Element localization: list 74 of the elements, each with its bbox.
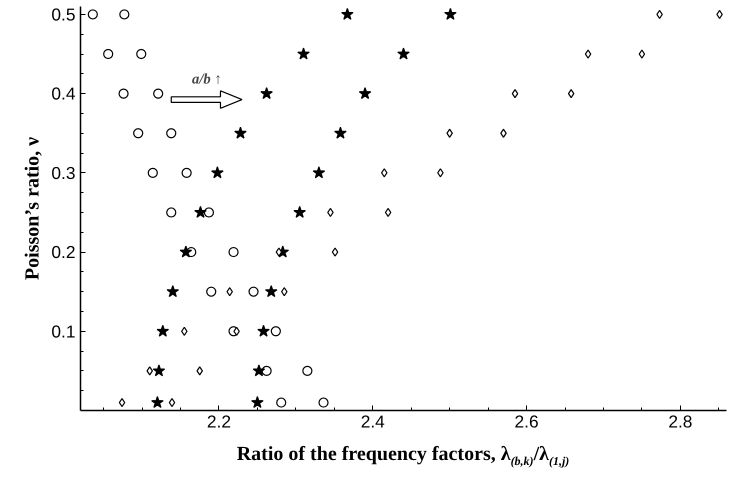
point bbox=[156, 324, 170, 337]
point bbox=[233, 326, 240, 336]
point bbox=[257, 324, 270, 337]
point bbox=[568, 89, 574, 98]
y-tick-label: 0.2 bbox=[51, 242, 76, 262]
point bbox=[302, 366, 312, 376]
point bbox=[248, 286, 259, 297]
point bbox=[153, 88, 164, 99]
point bbox=[638, 49, 646, 59]
point bbox=[327, 208, 334, 218]
point bbox=[341, 8, 354, 20]
point bbox=[500, 128, 507, 138]
point bbox=[716, 10, 723, 20]
point bbox=[293, 206, 306, 218]
point bbox=[103, 48, 114, 60]
point bbox=[136, 48, 146, 60]
point bbox=[397, 47, 410, 60]
point bbox=[226, 287, 233, 296]
x-tick-label: 2.4 bbox=[360, 412, 386, 432]
point bbox=[446, 128, 453, 138]
x-tick-label: 2.2 bbox=[206, 412, 231, 432]
point bbox=[334, 126, 347, 139]
point bbox=[234, 126, 247, 139]
y-axis-title: Poisson’s ratio, ν bbox=[21, 136, 44, 280]
point bbox=[251, 396, 264, 408]
point bbox=[228, 246, 239, 258]
point bbox=[211, 166, 224, 178]
x-tick-label: 2.8 bbox=[668, 412, 692, 432]
point bbox=[318, 397, 329, 408]
point bbox=[119, 9, 130, 20]
point bbox=[270, 326, 281, 336]
point bbox=[194, 206, 207, 218]
point bbox=[297, 47, 310, 60]
point bbox=[168, 398, 176, 408]
point bbox=[146, 366, 153, 376]
annotation: a/b ↑ bbox=[192, 71, 222, 88]
point bbox=[148, 168, 158, 178]
point bbox=[437, 168, 444, 178]
point bbox=[260, 87, 273, 100]
point bbox=[166, 128, 176, 138]
point bbox=[281, 287, 288, 296]
point bbox=[152, 364, 166, 376]
point bbox=[118, 398, 126, 408]
point bbox=[444, 8, 457, 20]
point bbox=[204, 207, 214, 218]
point bbox=[656, 10, 663, 20]
point bbox=[196, 366, 203, 376]
point bbox=[276, 247, 282, 257]
point bbox=[118, 88, 129, 99]
point bbox=[252, 364, 266, 376]
point bbox=[182, 168, 192, 178]
point bbox=[206, 286, 216, 297]
point bbox=[133, 128, 144, 138]
point bbox=[264, 285, 278, 298]
point bbox=[276, 397, 286, 408]
x-axis-title: Ratio of the frequency factors, λ$_{(b,k)}$/λ$_{(1,j)}$ bbox=[236, 442, 570, 470]
y-tick-label: 0.5 bbox=[51, 4, 76, 24]
point bbox=[180, 245, 192, 258]
y-tick-label: 0.4 bbox=[51, 84, 76, 104]
point bbox=[384, 208, 392, 218]
point bbox=[166, 207, 176, 218]
point bbox=[358, 87, 372, 100]
point bbox=[312, 166, 326, 178]
point bbox=[332, 247, 338, 257]
point bbox=[88, 9, 98, 20]
y-tick-label: 0.1 bbox=[51, 321, 76, 342]
point bbox=[381, 168, 388, 178]
x-tick-label: 2.6 bbox=[514, 412, 539, 432]
point bbox=[584, 49, 592, 59]
y-tick-label: 0.3 bbox=[51, 162, 76, 183]
point bbox=[181, 326, 188, 336]
point bbox=[166, 285, 180, 298]
point bbox=[151, 396, 164, 408]
point bbox=[512, 89, 518, 98]
